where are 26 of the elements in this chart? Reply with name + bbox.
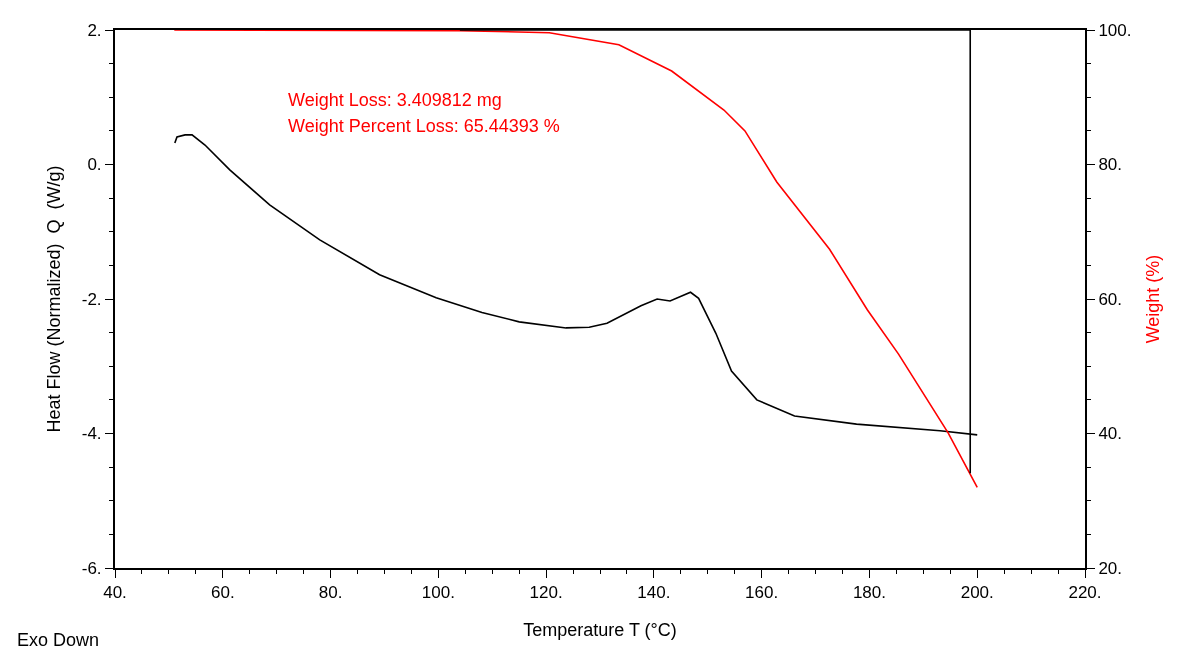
y2-axis-title: Weight (%) <box>1143 254 1164 344</box>
y-axis-title: Heat Flow (Normalized) Q (W/g) <box>44 165 65 433</box>
y-tick-label: 2. <box>87 20 102 40</box>
x-tick-label: 80. <box>318 583 343 603</box>
x-tick-label: 120. <box>529 583 563 603</box>
x-tick-label: 180. <box>852 583 886 603</box>
y-tick-label: -4. <box>81 424 102 444</box>
x-tick-label: 160. <box>745 583 779 603</box>
y2-tick-label: 60. <box>1098 289 1123 309</box>
y2-tick-label: 100. <box>1098 20 1132 40</box>
y-tick-label: 0. <box>87 155 102 175</box>
x-tick-label: 100. <box>421 583 455 603</box>
x-tick-label: 40. <box>103 583 127 603</box>
annotation: Weight Loss: 3.409812 mg <box>288 90 502 110</box>
x-tick-label: 140. <box>637 583 671 603</box>
annotation: Weight Percent Loss: 65.44393 % <box>288 116 560 136</box>
x-axis-title: Temperature T (°C) <box>523 620 677 640</box>
text: Exo Down <box>17 630 100 650</box>
y2-tick-label: 80. <box>1098 155 1123 175</box>
x-tick-label: 220. <box>1068 583 1102 603</box>
y-tick-label: -6. <box>81 558 102 578</box>
y2-tick-label: 40. <box>1098 424 1123 444</box>
y2-tick-label: 20. <box>1098 558 1123 578</box>
y-tick-label: -2. <box>81 289 102 309</box>
x-tick-label: 60. <box>210 583 235 603</box>
x-tick-label: 200. <box>960 583 994 603</box>
